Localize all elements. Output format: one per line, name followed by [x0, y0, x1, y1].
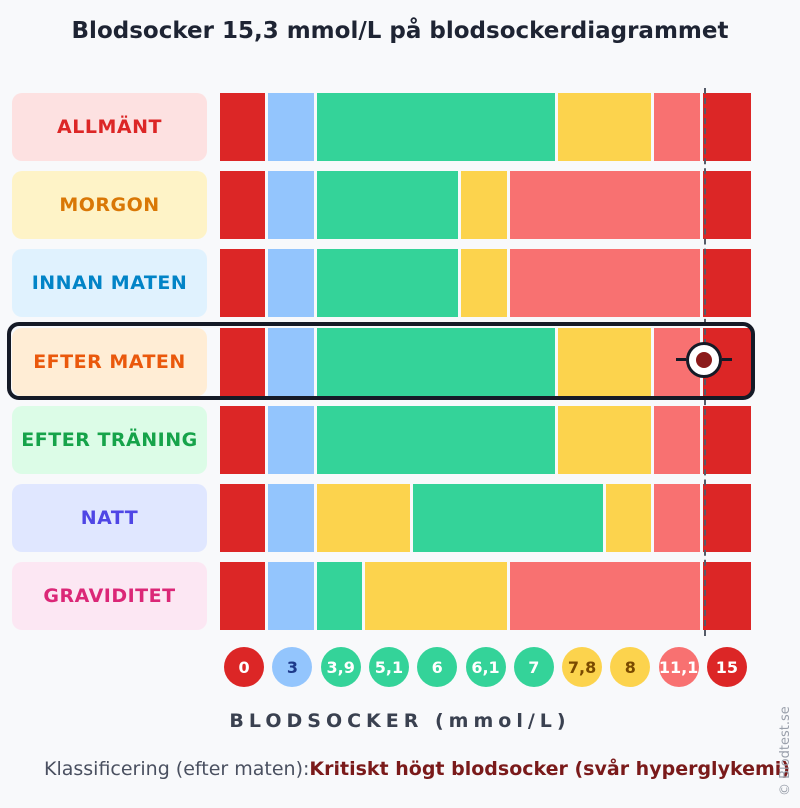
range-segment	[268, 328, 314, 396]
range-segment	[654, 93, 700, 161]
row-label: EFTER MATEN	[12, 328, 207, 396]
range-segment	[268, 93, 314, 161]
tick-label: 8	[610, 647, 651, 687]
range-segment	[316, 171, 459, 239]
x-axis-label: BLODSOCKER (mmol/L)	[229, 710, 571, 732]
tick-label: 11,1	[658, 647, 699, 687]
marker-tick-left	[676, 358, 686, 361]
range-segment	[316, 93, 555, 161]
highlighted-row-frame	[7, 322, 755, 400]
tick-label: 6,1	[465, 647, 506, 687]
row-label: EFTER TRÄNING	[12, 406, 207, 474]
classification-value: Kritiskt högt blodsocker (svår hyperglyk…	[309, 758, 790, 780]
range-segment	[461, 249, 507, 317]
range-segment	[316, 249, 459, 317]
range-segment	[220, 406, 266, 474]
range-segment	[654, 406, 700, 474]
range-segment	[702, 171, 751, 239]
marker-dot	[696, 352, 712, 368]
range-segment	[220, 249, 266, 317]
chart-title: Blodsocker 15,3 mmol/L på blodsockerdiag…	[71, 18, 729, 44]
range-segment	[557, 328, 652, 396]
range-segment	[268, 171, 314, 239]
tick-label: 7	[513, 647, 554, 687]
range-segment	[316, 484, 411, 552]
range-segment	[220, 93, 266, 161]
classification-prefix: Klassificering (efter maten):	[44, 758, 310, 780]
row-label: ALLMÄNT	[12, 93, 207, 161]
range-segment	[509, 562, 700, 630]
range-segment	[702, 406, 751, 474]
range-segment	[364, 562, 507, 630]
range-segment	[268, 406, 314, 474]
range-segment	[557, 406, 652, 474]
range-segment	[220, 171, 266, 239]
range-segment	[606, 484, 652, 552]
tick-label: 7,8	[562, 647, 603, 687]
tick-label: 6	[417, 647, 458, 687]
tick-label: 15	[706, 647, 747, 687]
range-segment	[702, 484, 751, 552]
range-segment	[509, 171, 700, 239]
tick-label: 3,9	[320, 647, 361, 687]
range-segment	[702, 93, 751, 161]
range-segment	[220, 562, 266, 630]
range-segment	[220, 328, 266, 396]
range-segment	[509, 249, 700, 317]
range-segment	[702, 249, 751, 317]
classification-line: Klassificering (efter maten):Kritiskt hö…	[44, 758, 790, 780]
range-segment	[220, 484, 266, 552]
range-segment	[413, 484, 604, 552]
range-segment	[461, 171, 507, 239]
tick-label: 3	[272, 647, 313, 687]
copyright-text: © Blodtest.se	[778, 706, 793, 796]
range-segment	[268, 562, 314, 630]
range-segment	[316, 328, 555, 396]
range-segment	[654, 484, 700, 552]
marker-tick-right	[722, 358, 732, 361]
range-segment	[268, 249, 314, 317]
range-segment	[316, 406, 555, 474]
row-label: NATT	[12, 484, 207, 552]
range-segment	[702, 562, 751, 630]
tick-label: 0	[224, 647, 265, 687]
range-segment	[557, 93, 652, 161]
row-label: GRAVIDITET	[12, 562, 207, 630]
range-segment	[268, 484, 314, 552]
tick-label: 5,1	[368, 647, 409, 687]
range-segment	[316, 562, 362, 630]
row-label: INNAN MATEN	[12, 249, 207, 317]
current-value-marker	[686, 342, 722, 378]
row-label: MORGON	[12, 171, 207, 239]
